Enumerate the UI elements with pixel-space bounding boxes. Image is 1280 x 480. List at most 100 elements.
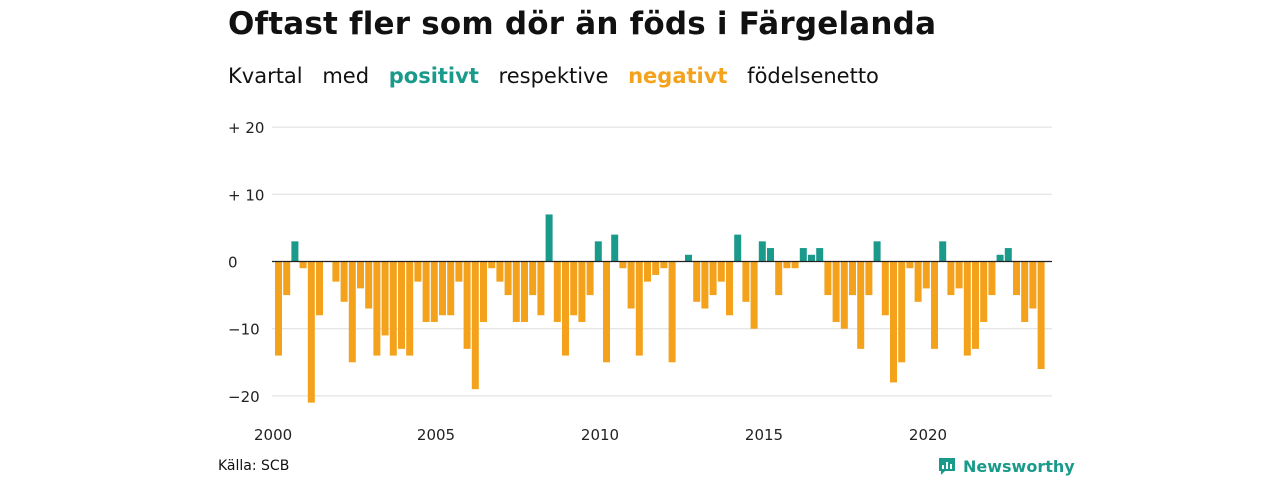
bar [717,261,725,282]
bar [275,261,282,356]
bar [775,261,783,296]
x-tick-label: 2010 [581,426,619,444]
bar [389,261,397,356]
bar [381,261,389,336]
bar [430,261,438,322]
bar [480,261,487,322]
bar [553,261,561,322]
bar [734,234,742,262]
subtitle-word: respektive [498,64,609,88]
chart-subtitle: Kvartal med positivt respektive negativt… [228,64,892,88]
bar [1021,261,1029,322]
bar [594,241,602,262]
bar [414,261,422,282]
bar [316,261,323,316]
bar [881,261,889,316]
bar [545,214,553,262]
y-tick-label: −10 [228,321,260,339]
bar [931,261,938,349]
brand-name: Newsworthy [963,456,1075,476]
bar [291,241,299,262]
bar [972,261,979,349]
bar [1037,261,1045,370]
bar [627,261,635,309]
bar [332,261,340,282]
bar [947,261,955,296]
bar [373,261,381,356]
bar [693,261,701,302]
bar [307,261,315,403]
bar [562,261,569,356]
bar [709,261,717,296]
bar [521,261,528,322]
bar [537,261,545,316]
x-tick-label: 2005 [417,426,455,444]
bar [348,261,356,363]
bar [668,261,676,363]
bar [578,261,586,322]
bar [742,261,750,302]
bar [849,261,856,296]
bar [422,261,430,322]
bar [1004,248,1012,262]
bar [398,261,405,349]
bar [1029,261,1037,309]
bar [652,261,660,275]
x-tick-label: 2000 [254,426,292,444]
y-tick-label: 0 [228,254,238,272]
bar [914,261,922,302]
bar [529,261,537,296]
bar [808,254,815,262]
bar [512,261,520,322]
bar [283,261,291,296]
y-tick-label: + 20 [228,119,264,137]
bar [471,261,479,390]
bar [299,261,307,269]
bar [980,261,988,322]
bars [275,214,1045,403]
chart-title: Oftast fler som dör än föds i Färgelanda [228,6,937,42]
bar [873,241,881,262]
bar [857,261,865,349]
bar [783,261,791,269]
bar [865,261,873,296]
y-tick-label: −20 [228,388,260,406]
bar [357,261,364,289]
bar [939,241,947,262]
axes: + 20 + 10 0 −10 −20 2000 2005 2010 2015 2020 [228,119,1052,444]
bar [340,261,348,302]
bar [750,261,758,329]
bar [685,254,692,262]
x-tick-label: 2020 [909,426,947,444]
bar [406,261,414,356]
bar [758,241,766,262]
subtitle-positive-label: positivt [388,64,479,88]
source-note: Källa: SCB [218,458,290,474]
x-tick-label: 2015 [745,426,783,444]
newsworthy-logo-icon [939,458,955,475]
bar [644,261,651,282]
bar [701,261,709,309]
bar [955,261,963,289]
brand-logo: Newsworthy [937,456,1075,476]
bar [988,261,996,296]
bar [586,261,594,296]
bar [603,261,610,363]
bar [890,261,897,383]
bar [963,261,971,356]
bar [832,261,840,322]
bar [455,261,463,282]
bar [570,261,578,316]
bar [906,261,914,269]
bar [799,248,807,262]
bar [439,261,446,316]
bar [1013,261,1020,296]
bar [463,261,471,349]
subtitle-word: Kvartal [228,64,303,88]
subtitle-negative-label: negativt [628,64,728,88]
bar [619,261,627,269]
bar [447,261,455,316]
bar [488,261,496,269]
y-tick-label: + 10 [228,186,264,204]
bar [816,248,824,262]
